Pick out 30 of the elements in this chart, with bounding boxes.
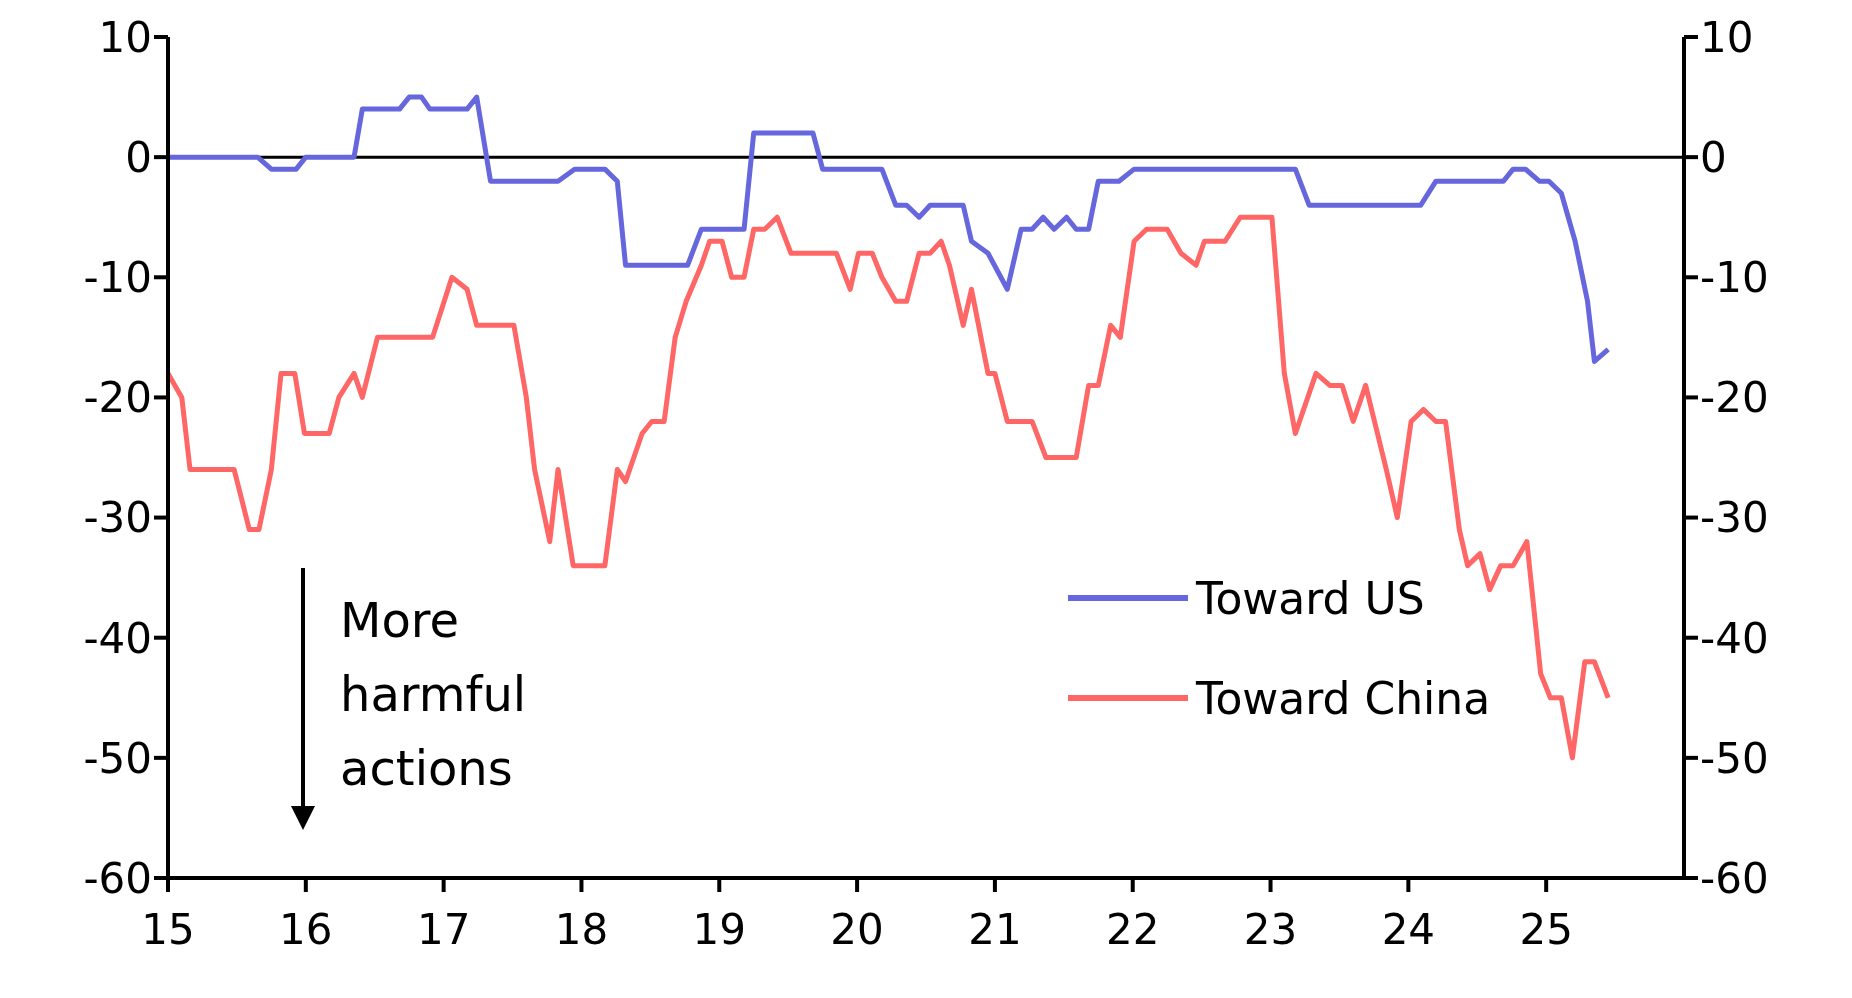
y-tick-label: -10 [83,253,152,303]
y-tick-label: 0 [125,133,152,183]
x-tick-label: 25 [1519,904,1573,954]
y-tick-label: 10 [98,12,152,62]
x-tick-label: 19 [692,904,746,954]
y-tick-label: -20 [83,373,152,423]
y2-tick-label: -10 [1700,253,1769,303]
y-tick-label: -50 [83,733,152,783]
x-tick-label: 17 [416,904,471,954]
x-tick-label: 18 [554,904,609,954]
x-tick-label: 24 [1381,904,1436,954]
x-tick-label: 15 [141,904,195,954]
y2-tick-label: -40 [1700,613,1769,663]
y2-tick-label: -60 [1700,853,1769,903]
annotation: More harmful actions [340,591,528,798]
x-tick-label: 23 [1243,904,1298,954]
y2-tick-label: -30 [1700,493,1769,543]
y2-tick-label: -20 [1700,373,1769,423]
y2-tick-label: 10 [1700,12,1754,62]
y-tick-label: -60 [83,853,152,903]
legend-label: Toward China [1196,672,1491,724]
y-tick-label: -40 [83,613,152,663]
x-tick-label: 21 [968,904,1022,954]
y2-tick-label: 0 [1700,133,1727,183]
x-tick-label: 16 [279,904,333,954]
legend-label: Toward US [1196,572,1425,624]
x-tick-label: 22 [1106,904,1160,954]
x-tick-label: 20 [830,904,884,954]
y-tick-label: -30 [83,493,152,543]
y2-tick-label: -50 [1700,733,1769,783]
